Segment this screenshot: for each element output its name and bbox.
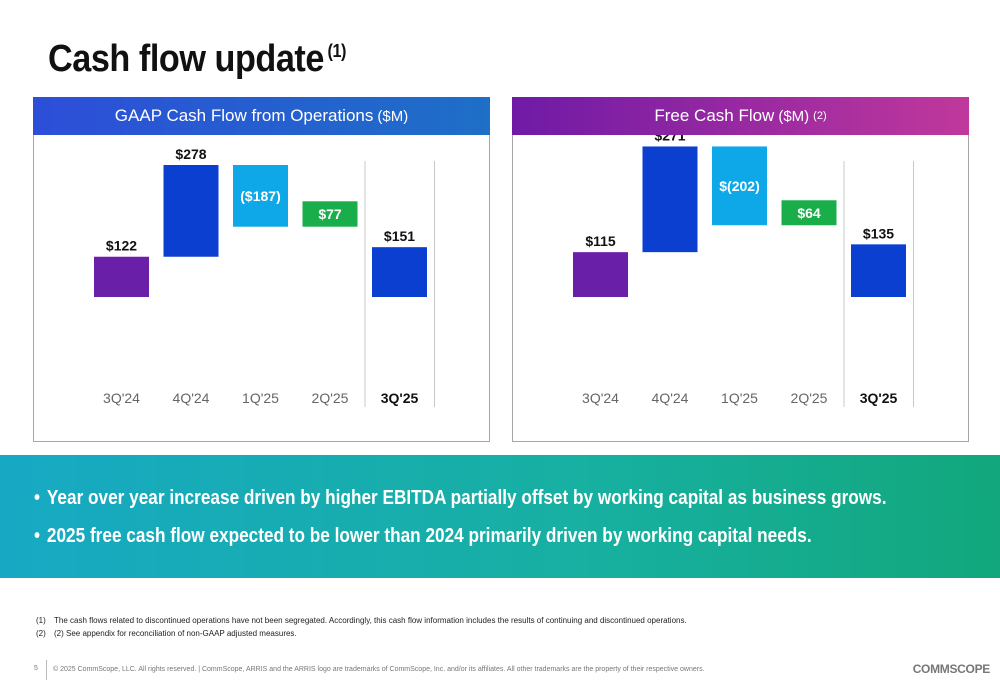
gaap-bar-1 xyxy=(163,165,219,257)
takeaway-text-2: 2025 free cash flow expected to be lower… xyxy=(46,525,812,547)
fcf-data-label-2: $(202) xyxy=(719,178,759,194)
gaap-cash-flow-panel: GAAP Cash Flow from Operations ($M) $122… xyxy=(33,97,490,442)
gaap-cash-flow-title: GAAP Cash Flow from Operations xyxy=(114,106,374,125)
gaap-data-label-3: $77 xyxy=(318,206,342,222)
page-number: 5 xyxy=(34,665,38,672)
gaap-data-label-1: $278 xyxy=(175,146,206,162)
bullet-dot: • xyxy=(34,525,41,547)
fcf-bar-2 xyxy=(712,146,767,226)
takeaway-text-1: Year over year increase driven by higher… xyxy=(46,487,887,509)
gaap-category-label-3: 2Q'25 xyxy=(312,390,349,406)
fcf-data-label-4: $135 xyxy=(863,225,894,241)
free-cash-flow-header: Free Cash Flow ($M) (2) xyxy=(512,97,969,135)
free-cash-flow-panel: Free Cash Flow ($M) (2) $115 3Q'24 $271 4Q'… xyxy=(512,97,969,442)
gaap-cash-flow-unit: ($M) xyxy=(377,107,409,125)
footnote-text: The cash flows related to discontinued o… xyxy=(54,616,687,625)
commscope-logo: COMMSCOPE xyxy=(912,662,991,676)
fcf-bar-3 xyxy=(781,200,837,226)
footnote-text: (2) See appendix for reconciliation of n… xyxy=(54,629,297,638)
gaap-category-label-4: 3Q'25 xyxy=(381,390,419,406)
gaap-category-label-0: 3Q'24 xyxy=(103,390,140,406)
fcf-category-label-3: 2Q'25 xyxy=(791,390,828,406)
footnote-1: (1) The cash flows related to discontinue… xyxy=(36,614,687,627)
fcf-category-label-0: 3Q'24 xyxy=(582,390,619,406)
fcf-bar-1 xyxy=(642,146,698,253)
footer-divider xyxy=(46,660,47,680)
free-cash-flow-chart: $115 3Q'24 $271 4Q'24 $(202) 1Q'25 $64 2Q'25 $13… xyxy=(573,135,914,407)
gaap-cash-flow-chart: $122 3Q'24 $278 4Q'24 ($187) 1Q'25 $77 2Q'25 $15… xyxy=(94,146,435,407)
fcf-data-label-0: $115 xyxy=(585,233,616,249)
fcf-category-label-1: 4Q'24 xyxy=(652,390,689,406)
gaap-bar-0 xyxy=(94,256,149,297)
logo-text: COMMSCOPE xyxy=(912,662,991,676)
page-title: Cash flow update (1) xyxy=(48,38,346,81)
takeaway-bullet-2: • 2025 free cash flow expected to be lowe… xyxy=(34,525,812,548)
takeaway-bullet-1: • Year over year increase driven by highe… xyxy=(34,487,887,510)
gaap-data-label-2: ($187) xyxy=(240,188,280,204)
bullet-dot: • xyxy=(34,487,41,509)
fcf-category-label-2: 1Q'25 xyxy=(721,390,758,406)
footer: 5 © 2025 CommScope, LLC. All rights rese… xyxy=(0,660,1000,680)
gaap-bar-3 xyxy=(302,201,358,227)
copyright-text: © 2025 CommScope, LLC. All rights reserv… xyxy=(53,666,705,673)
fcf-data-label-1: $271 xyxy=(654,135,685,143)
gaap-data-label-0: $122 xyxy=(106,238,137,254)
free-cash-flow-footnote-marker: (2) xyxy=(813,110,827,122)
fcf-bar-0 xyxy=(573,252,628,297)
gaap-bar-4 xyxy=(372,247,427,297)
gaap-bar-2 xyxy=(233,165,288,227)
free-cash-flow-unit: ($M) xyxy=(778,107,810,125)
footnotes: (1) The cash flows related to discontinue… xyxy=(36,614,687,640)
gaap-data-label-4: $151 xyxy=(384,228,415,244)
gaap-category-label-2: 1Q'25 xyxy=(242,390,279,406)
gaap-cash-flow-header: GAAP Cash Flow from Operations ($M) xyxy=(33,97,490,135)
fcf-bar-4 xyxy=(851,244,906,297)
title-footnote-marker: (1) xyxy=(327,41,347,61)
fcf-category-label-4: 3Q'25 xyxy=(860,390,898,406)
page-title-text: Cash flow update xyxy=(48,38,324,80)
gaap-category-label-1: 4Q'24 xyxy=(173,390,210,406)
fcf-data-label-3: $64 xyxy=(797,205,821,221)
footnote-number: (2) xyxy=(36,629,46,638)
footnote-2: (2) (2) See appendix for reconciliation o… xyxy=(36,627,687,640)
free-cash-flow-title: Free Cash Flow xyxy=(654,106,775,125)
key-takeaways-band: • Year over year increase driven by highe… xyxy=(0,455,1000,578)
footnote-number: (1) xyxy=(36,616,46,625)
